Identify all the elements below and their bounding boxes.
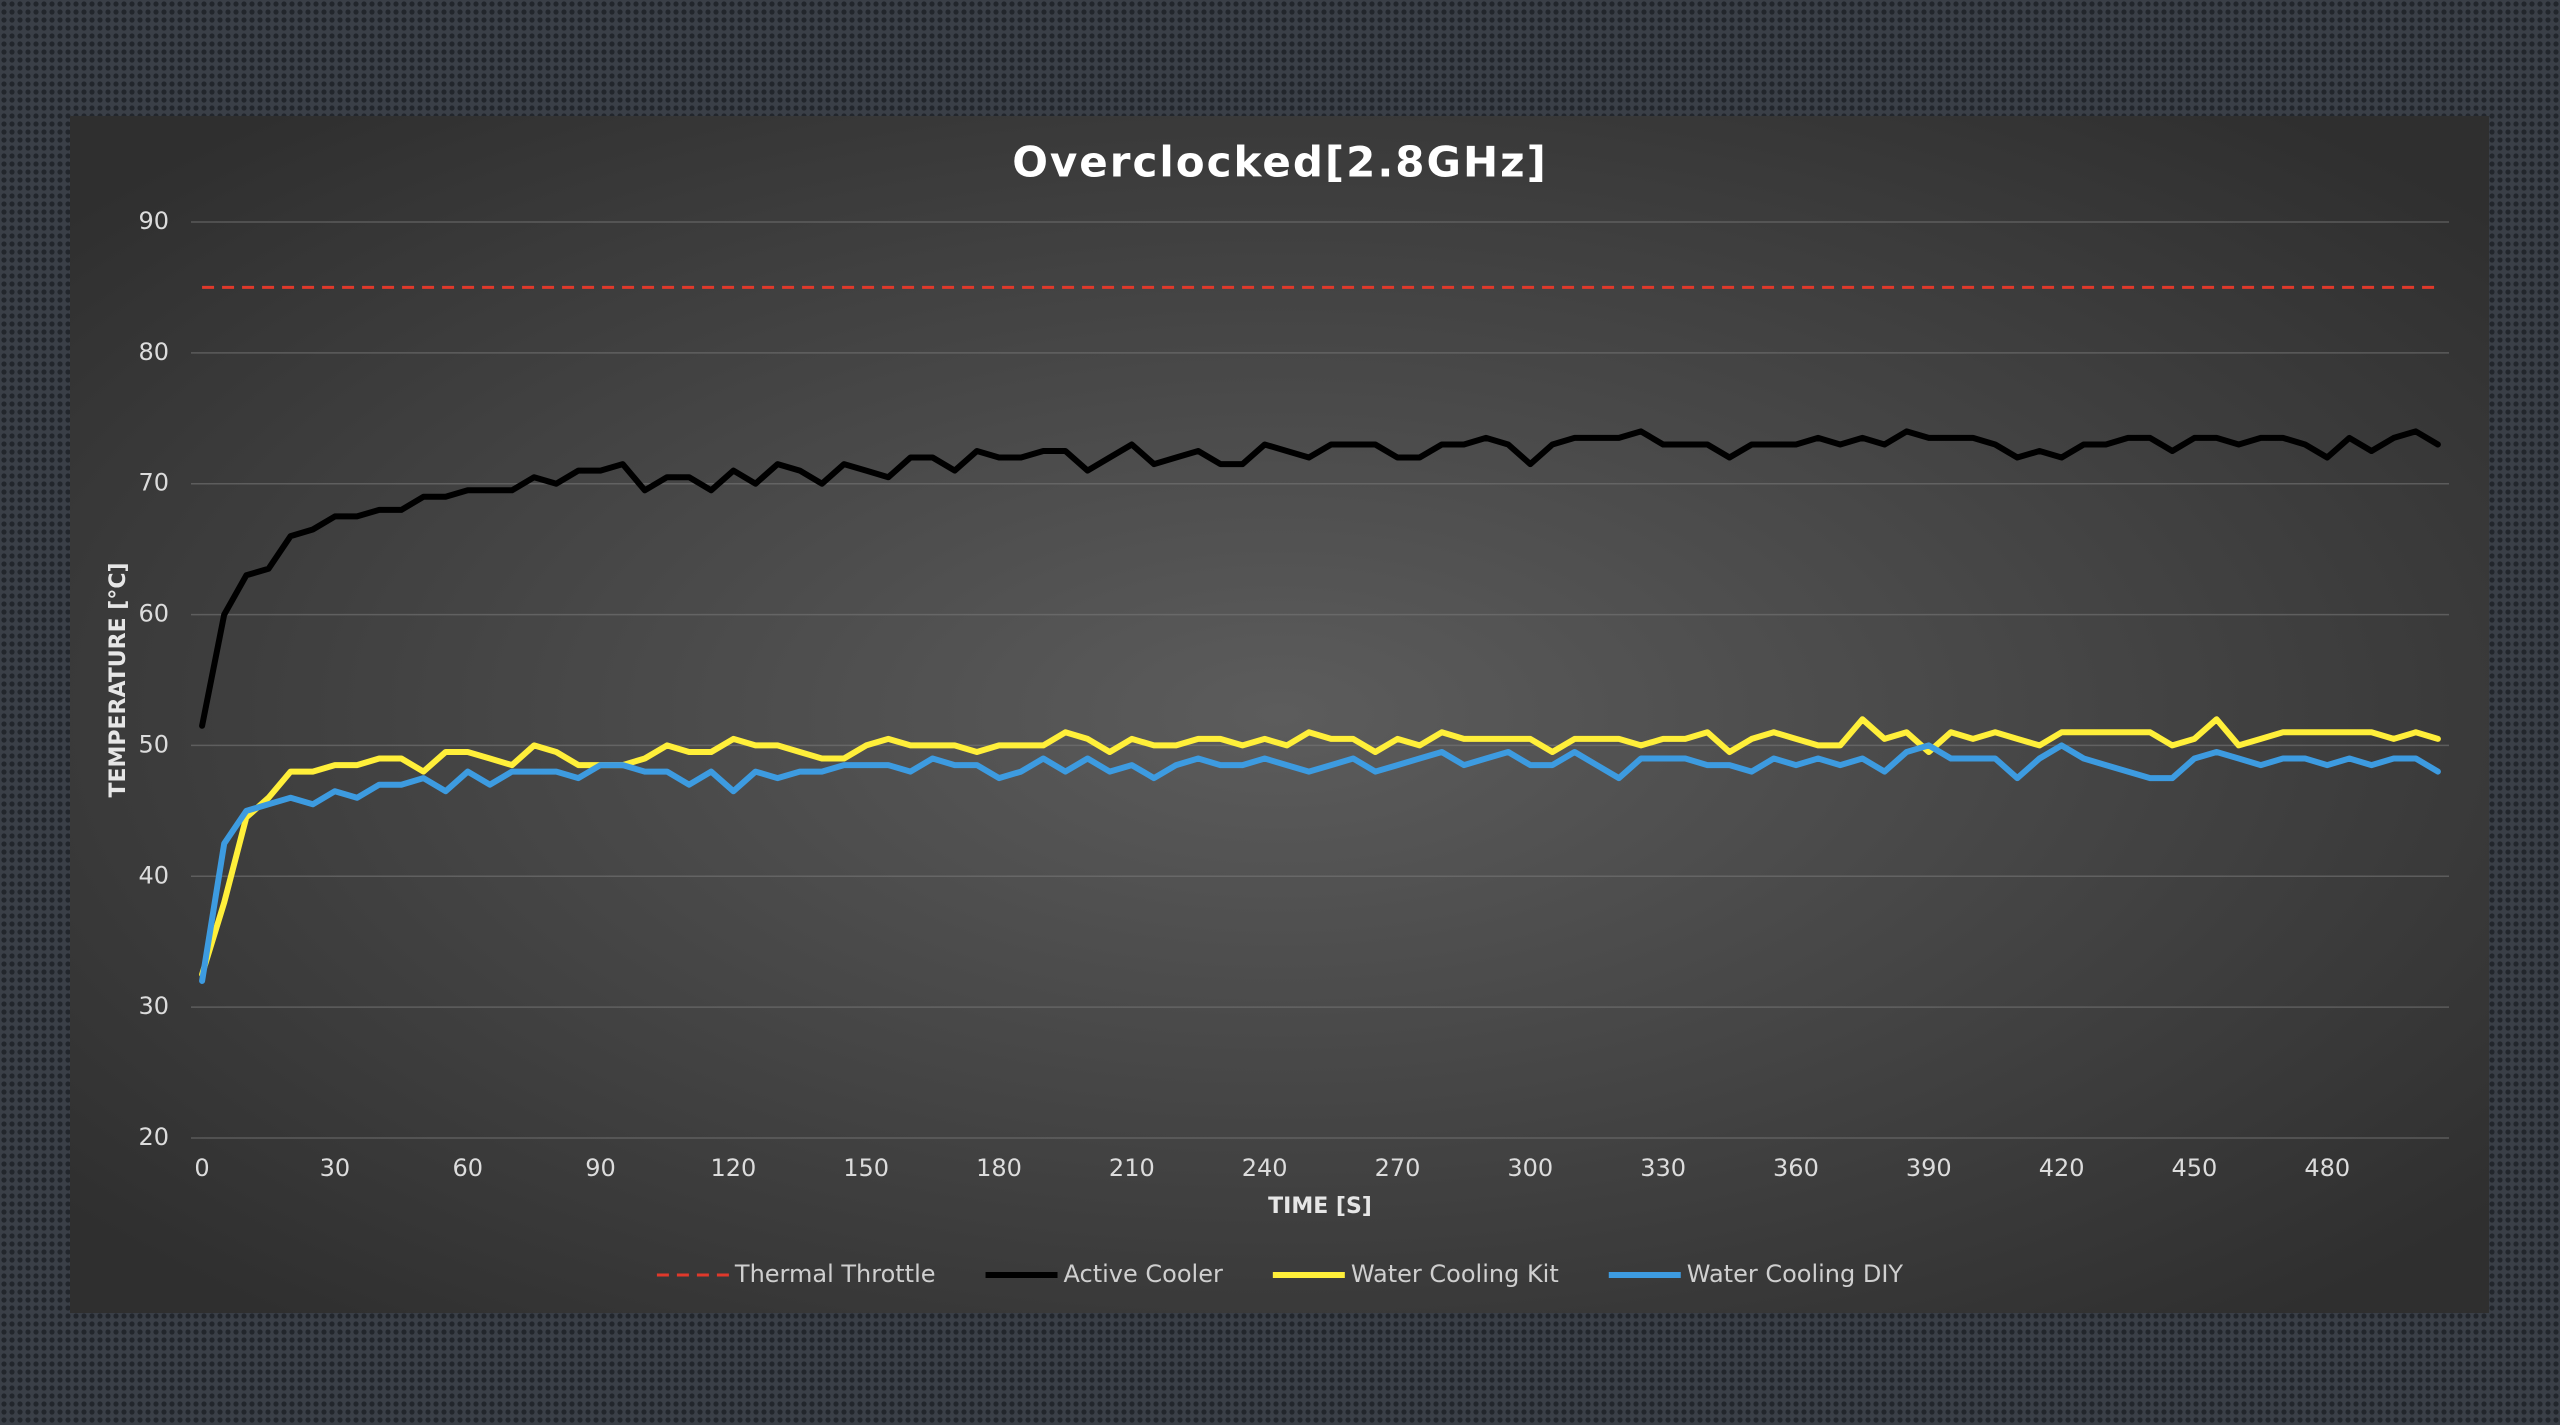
x-tick-label: 240 xyxy=(1242,1154,1288,1182)
y-tick-label: 30 xyxy=(138,992,169,1020)
chart-title: Overclocked[2.8GHz] xyxy=(1012,138,1548,187)
series-line xyxy=(199,716,2441,978)
legend-item: Water Cooling Kit xyxy=(1272,1260,1559,1288)
y-tick-label: 70 xyxy=(138,469,169,497)
x-tick-label: 300 xyxy=(1507,1154,1553,1182)
legend-label: Active Cooler xyxy=(1064,1260,1223,1288)
series-line xyxy=(199,742,2441,984)
y-tick-label: 50 xyxy=(138,730,169,758)
x-tick-label: 180 xyxy=(976,1154,1022,1182)
x-tick-label: 120 xyxy=(710,1154,756,1182)
y-tick-label: 90 xyxy=(138,207,169,235)
y-tick-label: 40 xyxy=(138,861,169,889)
x-tick-label: 480 xyxy=(2304,1154,2350,1182)
legend-item: Water Cooling DIY xyxy=(1608,1260,1904,1288)
x-tick-label: 360 xyxy=(1773,1154,1819,1182)
x-tick-label: 270 xyxy=(1375,1154,1421,1182)
x-tick-label: 90 xyxy=(585,1154,616,1182)
grid: 20 30 40 50 60 70 80 90 0 30 60 90 120 150 180 210 240 27… xyxy=(138,207,2449,1182)
y-tick-label: 60 xyxy=(138,600,169,628)
y-tick-label: 80 xyxy=(138,338,169,366)
x-tick-label: 450 xyxy=(2172,1154,2218,1182)
legend-label: Thermal Throttle xyxy=(734,1260,936,1288)
x-tick-label: 0 xyxy=(194,1154,209,1182)
x-tick-label: 390 xyxy=(1906,1154,1952,1182)
legend: Thermal Throttle Active Cooler Water Cooli… xyxy=(656,1260,1904,1288)
plot xyxy=(199,285,2441,984)
y-axis-title: TEMPERATURE [°C] xyxy=(106,562,131,797)
legend-item: Thermal Throttle xyxy=(656,1260,936,1288)
x-axis-title: TIME [S] xyxy=(1268,1194,1372,1219)
legend-label: Water Cooling DIY xyxy=(1687,1260,1904,1288)
legend-label: Water Cooling Kit xyxy=(1351,1260,1559,1288)
x-tick-label: 150 xyxy=(843,1154,889,1182)
legend-item: Active Cooler xyxy=(985,1260,1223,1288)
x-tick-label: 60 xyxy=(452,1154,483,1182)
x-tick-label: 210 xyxy=(1109,1154,1155,1182)
x-tick-label: 420 xyxy=(2039,1154,2085,1182)
x-tick-label: 30 xyxy=(320,1154,351,1182)
y-tick-label: 20 xyxy=(138,1123,169,1151)
x-tick-label: 330 xyxy=(1640,1154,1686,1182)
series-line xyxy=(199,428,2441,729)
chart-panel xyxy=(70,116,2489,1313)
